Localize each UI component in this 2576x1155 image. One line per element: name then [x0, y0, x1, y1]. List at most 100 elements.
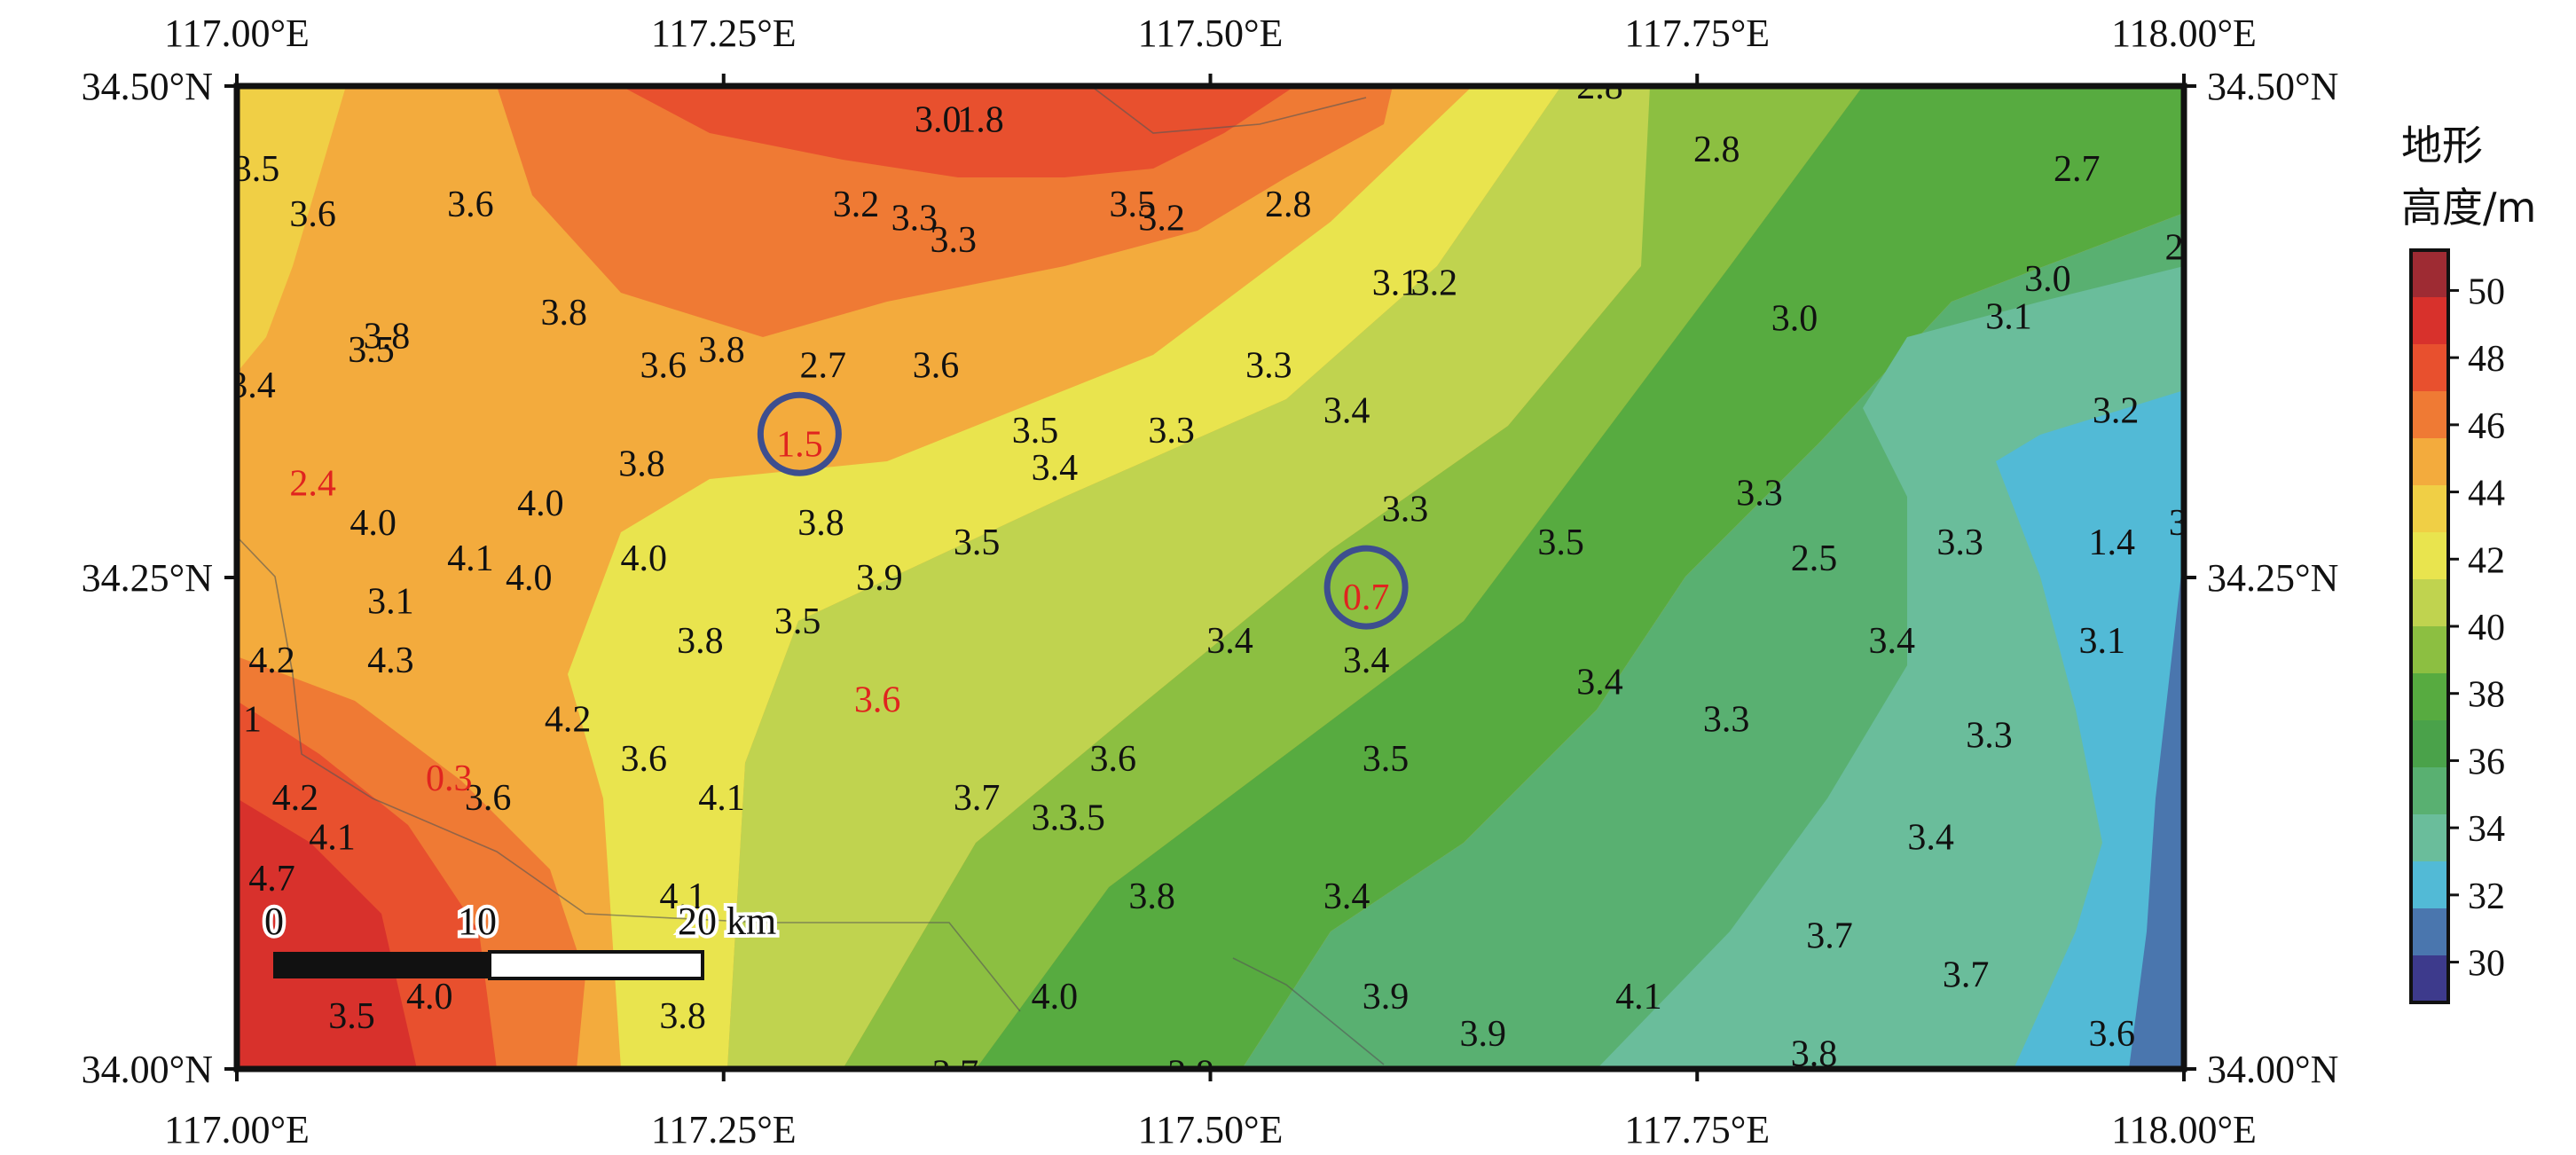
station-value: 3.1: [2079, 621, 2126, 662]
station-value: 3.7: [1943, 955, 1990, 996]
station-value: 3.0: [915, 100, 962, 141]
colorbar-swatches: [2411, 250, 2448, 1003]
station-value: 3.8: [1128, 876, 1175, 917]
left-tick-label: 34.25°N: [82, 556, 213, 600]
station-value: 4.1: [698, 778, 745, 819]
station-value: 3.4: [1907, 818, 1954, 859]
scale-bar-black-segment: [273, 952, 490, 978]
station-value: 4.0: [1032, 977, 1079, 1018]
station-value: 4.1: [1615, 977, 1662, 1018]
station-value: 4.0: [349, 503, 397, 544]
bottom-tick-label: 118.00°E: [2111, 1108, 2257, 1151]
station-value: 3.5: [1012, 411, 1059, 452]
station-value: 3.6: [640, 346, 687, 387]
bottom-tick-label: 117.00°E: [164, 1108, 310, 1151]
highlighted-station-value: 2.4: [289, 464, 336, 505]
colorbar-title-line2: 高度/m: [2401, 184, 2536, 232]
station-value: 3.3: [1032, 798, 1079, 838]
axis-ticks: 117.00°E 117.25°E 117.50°E 117.75°E 118.00°E…: [82, 12, 2339, 1151]
station-value: 3.4: [1206, 621, 1253, 662]
fill-yellow-green: [727, 86, 1774, 1069]
station-value: 3.5: [1109, 185, 1156, 225]
station-value: 1.8: [957, 100, 1004, 141]
station-value: 3.3: [891, 198, 939, 239]
station-value: 2.5: [1791, 538, 1838, 579]
station-value: 3: [2169, 503, 2187, 544]
station-value: 3.6: [1090, 739, 1137, 780]
station-value: 4.0: [406, 977, 453, 1018]
admin-boundaries: [237, 86, 1385, 1065]
station-value: 2.8: [1265, 185, 1312, 225]
bottom-tick-label: 117.75°E: [1624, 1108, 1770, 1151]
colorbar-swatch: [2411, 814, 2448, 862]
station-value: 4.0: [506, 558, 553, 599]
colorbar-swatch: [2411, 297, 2448, 345]
station-value: 3.5: [328, 996, 375, 1037]
right-tick-label: 34.50°N: [2207, 65, 2338, 108]
highlight-circles: [757, 391, 1409, 630]
station-value: 3.3: [1703, 700, 1750, 741]
fill-peak-red: [621, 86, 1295, 177]
station-value: 3.8: [1791, 1033, 1838, 1074]
colorbar-swatch: [2411, 861, 2448, 909]
right-tick-label: 34.00°N: [2207, 1048, 2338, 1091]
station-value: 3.5: [1058, 798, 1105, 838]
station-value: 3.2: [1411, 263, 1458, 304]
colorbar-swatch: [2411, 485, 2448, 533]
station-value: 3.0: [2024, 259, 2071, 300]
station-value: 3.6: [621, 739, 668, 780]
station-value: 3.4: [1032, 448, 1079, 489]
station-value: 3.7: [1806, 915, 1853, 956]
station-value: 3.4: [1323, 391, 1370, 432]
left-tick-label: 34.00°N: [82, 1048, 213, 1091]
station-value: 2.7: [799, 346, 846, 387]
fill-mid-green: [976, 86, 2184, 1069]
fill-left-yellow: [237, 86, 346, 373]
highlighted-station-value: 0.3: [426, 758, 473, 799]
station-value: 3.8: [698, 330, 745, 371]
elevation-fill: [237, 86, 2184, 1069]
station-value: 3.1: [1985, 296, 2032, 337]
colorbar-swatch: [2411, 673, 2448, 721]
top-tick-label: 117.75°E: [1624, 12, 1770, 55]
station-value: 3.0: [1771, 298, 1818, 339]
scale-bar: 0 10 20 km: [261, 896, 780, 980]
station-value: 3.2: [1138, 198, 1185, 239]
station-value: 3.7: [932, 1053, 979, 1094]
station-value: 3.8: [364, 316, 411, 357]
station-value: 3.6: [465, 778, 512, 819]
colorbar-swatch: [2411, 438, 2448, 486]
station-value: 4.1: [659, 876, 706, 917]
station-value: 3.8: [677, 621, 724, 662]
bottom-tick-label: 117.50°E: [1138, 1108, 1284, 1151]
left-tick-label: 34.50°N: [82, 65, 213, 108]
station-value: 3.5: [774, 601, 821, 642]
station-value: 3.9: [1363, 977, 1410, 1018]
station-value: 3.1: [1372, 263, 1419, 304]
station-value: 3.3: [1245, 346, 1292, 387]
station-value: 3.7: [954, 778, 1001, 819]
station-value: 3.5: [954, 522, 1001, 563]
fill-lowerleft-darkred: [237, 798, 417, 1069]
station-value: 4.2: [272, 778, 319, 819]
top-tick-label: 118.00°E: [2111, 12, 2257, 55]
highlight-circle: [757, 391, 842, 476]
station-value: 3.4: [1576, 662, 1623, 703]
highlighted-station-value: 1.5: [776, 424, 823, 465]
scale-label-0: 0: [264, 900, 284, 943]
colorbar-tick-label: 34: [2468, 809, 2505, 850]
station-value: 3.5: [348, 330, 395, 371]
station-value: 4.0: [517, 483, 564, 524]
scale-label-10: 10: [458, 900, 497, 943]
station-value: 3.5: [1537, 522, 1584, 563]
colorbar-tick-label: 40: [2468, 608, 2505, 648]
station-value: 3.3: [1966, 715, 2013, 756]
station-value: 4.1: [309, 818, 356, 859]
station-value: 3.4: [1869, 621, 1916, 662]
colorbar-tick-label: 36: [2468, 742, 2505, 782]
station-value: 3.6: [289, 194, 336, 235]
station-value: 4.1: [447, 538, 494, 579]
top-tick-label: 117.00°E: [164, 12, 310, 55]
station-value: 3.3: [1936, 522, 1983, 563]
